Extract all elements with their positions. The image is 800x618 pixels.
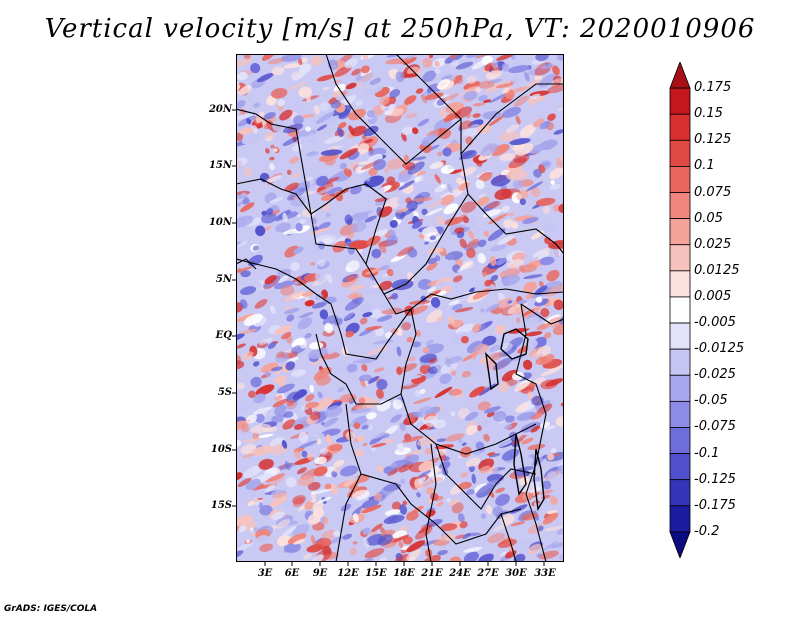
- colorbar-label: 0.175: [694, 80, 732, 96]
- lakes: [485, 328, 545, 512]
- colorbar-label: 0.15: [694, 106, 723, 122]
- lat-label-5n: 5N: [215, 274, 232, 285]
- map-panel: [236, 54, 564, 562]
- colorbar-label: 0.1: [694, 158, 715, 174]
- colorbar-label: 0.075: [694, 184, 732, 200]
- colorbar-label: -0.075: [694, 419, 736, 435]
- lon-label-24e: 24E: [449, 568, 471, 579]
- credit-text: GrADS: IGES/COLA: [4, 604, 98, 614]
- lon-label-27e: 27E: [477, 568, 499, 579]
- colorbar: [669, 62, 691, 558]
- colorbar-label: -0.175: [694, 497, 736, 513]
- colorbar-segment: [669, 531, 691, 558]
- colorbar-segment: [669, 374, 691, 402]
- colorbar-segment: [669, 192, 691, 220]
- lat-label-15n: 15N: [208, 160, 232, 171]
- lon-label-30e: 30E: [505, 568, 527, 579]
- velocity-contours: [236, 54, 564, 562]
- colorbar-segment: [669, 113, 691, 141]
- lon-label-9e: 9E: [312, 568, 328, 579]
- lon-label-15e: 15E: [365, 568, 387, 579]
- colorbar-segment: [669, 62, 691, 89]
- colorbar-label: -0.2: [694, 523, 720, 539]
- lon-label-21e: 21E: [421, 568, 443, 579]
- colorbar-label: -0.005: [694, 315, 736, 331]
- lat-label-5s: 5S: [217, 387, 232, 398]
- colorbar-label: 0.0125: [694, 262, 740, 278]
- axis-ticks: [232, 109, 545, 566]
- colorbar-segment: [669, 218, 691, 246]
- lat-label-eq: EQ: [215, 330, 232, 341]
- colorbar-label: 0.05: [694, 210, 723, 226]
- colorbar-label: -0.0125: [694, 341, 745, 357]
- lat-label-20n: 20N: [208, 104, 232, 115]
- plot-title: Vertical velocity [m/s] at 250hPa, VT: 2…: [44, 14, 756, 44]
- colorbar-segment: [669, 427, 691, 454]
- colorbar-label: -0.1: [694, 445, 720, 461]
- colorbar-segment: [669, 270, 691, 298]
- colorbar-label: 0.125: [694, 132, 732, 148]
- lat-label-10n: 10N: [208, 217, 232, 228]
- colorbar-segment: [669, 348, 691, 376]
- colorbar-segment: [669, 453, 691, 481]
- lon-label-33e: 33E: [534, 568, 556, 579]
- country-borders: [236, 54, 564, 562]
- colorbar-label: 0.025: [694, 236, 732, 252]
- colorbar-segment: [669, 139, 691, 167]
- colorbar-segment: [669, 166, 691, 193]
- colorbar-segment: [669, 244, 691, 272]
- lon-label-6e: 6E: [284, 568, 300, 579]
- colorbar-segment: [669, 505, 691, 533]
- lat-label-15s: 15S: [210, 500, 232, 511]
- map-frame: [236, 54, 564, 562]
- vertical-velocity-field: [236, 54, 564, 562]
- colorbar-segment: [669, 296, 691, 324]
- colorbar-label: -0.125: [694, 471, 736, 487]
- lon-label-12e: 12E: [337, 568, 359, 579]
- colorbar-label: -0.025: [694, 367, 736, 383]
- colorbar-segment: [669, 400, 691, 428]
- colorbar-segment: [669, 479, 691, 507]
- lon-label-3e: 3E: [257, 568, 273, 579]
- colorbar-segment: [669, 322, 691, 350]
- colorbar-label: -0.05: [694, 393, 728, 409]
- lon-label-18e: 18E: [393, 568, 415, 579]
- lat-label-10s: 10S: [210, 444, 232, 455]
- colorbar-segment: [669, 87, 691, 115]
- colorbar-label: 0.005: [694, 288, 732, 304]
